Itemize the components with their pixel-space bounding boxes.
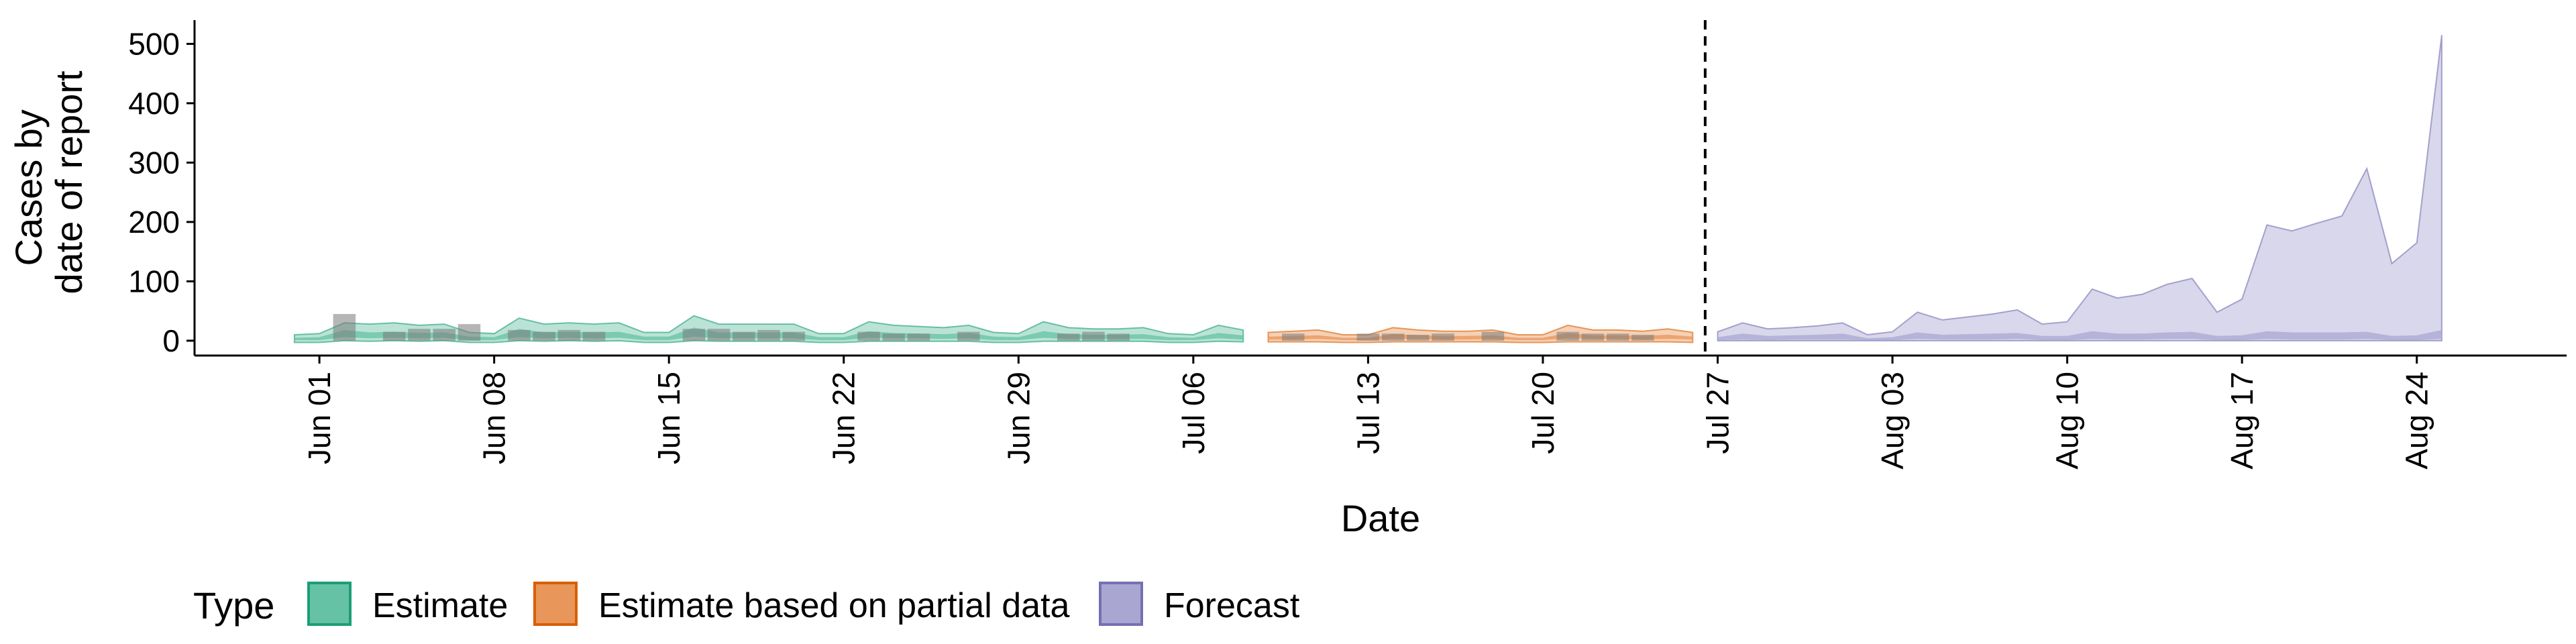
observed-bar (1381, 333, 1405, 341)
x-tick-label: Jun 01 (302, 372, 337, 464)
observed-bar (1356, 333, 1380, 341)
y-axis-title: Cases by date of report (7, 70, 90, 294)
x-tick-label: Jun 08 (477, 372, 512, 464)
x-tick-label: Jun 15 (651, 372, 686, 464)
y-axis-title-line-2: date of report (48, 70, 90, 294)
x-tick-label: Aug 03 (1875, 372, 1910, 470)
legend: Type Estimate Estimate based on partial … (193, 582, 1300, 627)
observed-bar (682, 329, 706, 341)
observed-bar (582, 331, 606, 341)
observed-bar (1082, 331, 1105, 341)
x-axis-ticks: Jun 01 Jun 08 Jun 15 Jun 22 Jun 29 Jul 06 Jul … (302, 356, 2434, 470)
observed-bar (1581, 333, 1605, 341)
observed-bars (333, 314, 1654, 341)
observed-bar (907, 333, 930, 341)
observed-bar (533, 331, 555, 341)
y-tick-label: 0 (162, 323, 180, 358)
axes: 0 100 200 300 400 500 Jun 01 Jun 08 Jun 15 Jun 2… (128, 20, 2567, 470)
series-areas (293, 34, 2443, 343)
observed-bar (1606, 333, 1629, 341)
x-axis-title: Date (1341, 497, 1420, 539)
observed-bar (757, 329, 780, 341)
legend-label-forecast: Forecast (1164, 586, 1300, 625)
observed-bar (1107, 333, 1130, 341)
observed-bar (733, 331, 755, 341)
y-tick-label: 400 (128, 86, 180, 121)
legend-label-estimate: Estimate (372, 586, 508, 625)
x-tick-label: Aug 17 (2224, 372, 2259, 470)
y-axis-ticks: 0 100 200 300 400 500 (128, 26, 195, 358)
observed-bar (957, 331, 980, 341)
y-axis-title-line-1: Cases by (7, 109, 50, 266)
x-tick-label: Jul 20 (1525, 372, 1560, 454)
legend-key-forecast (1099, 582, 1143, 626)
observed-bar (857, 331, 880, 341)
y-tick-label: 500 (128, 26, 180, 61)
x-tick-label: Jun 22 (826, 372, 861, 464)
y-tick-label: 300 (128, 145, 180, 180)
legend-title: Type (193, 584, 274, 627)
observed-bar (508, 329, 531, 341)
legend-key-partial (533, 582, 578, 626)
x-tick-label: Jul 27 (1701, 372, 1735, 454)
x-tick-label: Jul 13 (1350, 372, 1385, 454)
observed-bar (1407, 335, 1430, 341)
observed-bar (1432, 333, 1454, 341)
series-2 (1717, 34, 2443, 341)
observed-bar (458, 324, 481, 341)
observed-bar (333, 314, 356, 341)
observed-bar (1481, 331, 1505, 341)
observed-bar (707, 329, 731, 341)
x-tick-label: Jul 06 (1176, 372, 1211, 454)
y-tick-label: 100 (128, 264, 180, 299)
plot-panel (293, 20, 2443, 356)
observed-bar (1631, 335, 1654, 341)
series-2-inner-band (1717, 329, 2442, 340)
y-tick-label: 200 (128, 205, 180, 239)
x-tick-label: Aug 24 (2400, 372, 2434, 470)
observed-bar (383, 331, 406, 341)
observed-bar (882, 333, 905, 341)
observed-bar (408, 329, 431, 341)
observed-bar (1556, 331, 1579, 341)
observed-bar (1057, 333, 1080, 341)
observed-bar (782, 331, 806, 341)
legend-label-partial: Estimate based on partial data (598, 586, 1070, 625)
legend-key-estimate (307, 582, 352, 626)
observed-bar (557, 329, 581, 341)
observed-bar (1282, 333, 1305, 341)
x-tick-label: Aug 10 (2050, 372, 2085, 470)
x-tick-label: Jun 29 (1001, 372, 1036, 464)
series-2-outer-band (1717, 34, 2443, 341)
observed-bar (433, 329, 455, 341)
